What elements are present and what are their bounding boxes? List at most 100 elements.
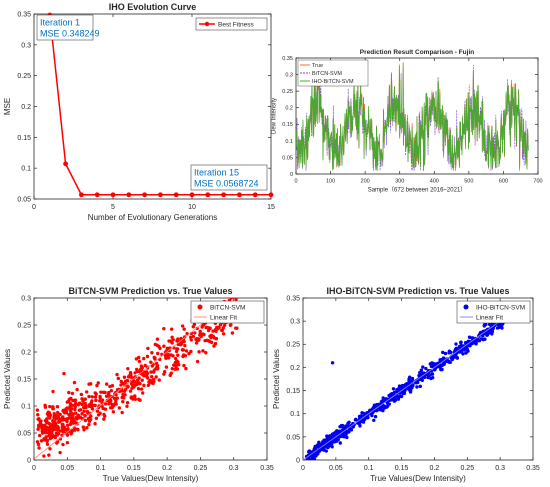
y-tick-label: 0.3: [285, 72, 293, 78]
scatter-point: [324, 449, 328, 453]
scatter-point: [402, 391, 407, 395]
scatter-point: [391, 397, 396, 401]
y-tick-label: 0.2: [21, 349, 31, 356]
best-fitness-point: [173, 192, 179, 198]
y-tick-label: 0.2: [285, 106, 293, 112]
scatter-point: [183, 343, 187, 348]
scatter-point: [36, 442, 41, 447]
scatter-point: [100, 398, 105, 402]
scatter-point: [48, 447, 52, 451]
chart-title: Prediction Result Comparison - Fujin: [360, 49, 475, 56]
scatter-points: [34, 293, 239, 460]
scatter-point: [132, 385, 136, 389]
scatter-point: [459, 340, 463, 345]
scatter-point: [136, 369, 140, 374]
scatter-point: [37, 446, 41, 450]
y-tick-label: 0.15: [17, 376, 31, 383]
scatter-point: [110, 405, 114, 410]
scatter-point: [115, 372, 119, 377]
scatter-point: [50, 433, 55, 438]
best-fitness-point: [268, 192, 274, 198]
scatter-point: [63, 427, 68, 431]
scatter-point: [73, 401, 78, 405]
scatter-point: [398, 394, 402, 399]
scatter-point: [191, 325, 196, 329]
scatter-point: [40, 429, 44, 433]
scatter-point: [150, 364, 155, 368]
scatter-points: [303, 311, 514, 460]
scatter-point: [44, 428, 48, 432]
scatter-point: [94, 398, 98, 403]
scatter-point: [345, 435, 349, 440]
y-tick-label: 0.15: [17, 135, 31, 142]
scatter-point: [234, 293, 237, 296]
scatter-point: [142, 383, 146, 388]
scatter-point: [193, 331, 197, 335]
chart-iho: 0 5 10 15 0.05 0.1 0.15 0.2 0.25 0.3 0.35 IHO Evolu…: [3, 2, 275, 222]
scatter-point: [199, 334, 203, 339]
scatter-point: [90, 395, 94, 399]
y-tick-label: 0.05: [282, 155, 293, 161]
scatter-point: [136, 387, 141, 391]
scatter-point: [381, 405, 385, 409]
scatter-point: [175, 347, 179, 351]
legend-marker: [204, 21, 210, 27]
y-tick-label: 0.15: [282, 122, 293, 128]
scatter-point: [55, 404, 60, 409]
scatter-point: [87, 419, 92, 423]
x-tick-label: 0: [294, 179, 297, 185]
scatter-point: [108, 399, 113, 404]
scatter-point: [429, 364, 434, 369]
scatter-point: [69, 396, 73, 401]
x-tick-label: 0.1: [364, 465, 374, 472]
y-tick-label: 0: [290, 172, 293, 178]
scatter-point: [170, 367, 174, 371]
scatter-point: [461, 352, 465, 356]
scatter-point: [155, 337, 160, 341]
datatip-mse: MSE 0.0568724: [194, 179, 259, 189]
scatter-point: [115, 396, 119, 400]
scatter-point: [168, 373, 172, 378]
y-tick-label: 0.15: [286, 388, 300, 395]
scatter-point: [314, 454, 318, 458]
best-fitness-point: [252, 192, 258, 198]
scatter-point: [432, 368, 437, 372]
scatter-point: [429, 376, 433, 381]
scatter-point: [103, 414, 107, 418]
scatter-point: [37, 433, 42, 438]
y-tick-label: 0.05: [17, 196, 31, 203]
scatter-point: [83, 413, 87, 418]
scatter-point: [77, 415, 82, 420]
scatter-point: [153, 356, 157, 360]
scatter-point: [182, 363, 186, 368]
scatter-point: [76, 428, 80, 432]
scatter-point: [95, 409, 100, 413]
scatter-point: [73, 407, 77, 412]
scatter-point: [396, 397, 401, 401]
x-tick-label: 5: [111, 204, 115, 211]
legend-label: Linear Fit: [210, 315, 237, 322]
legend-label: IHO-BiTCN-SVM: [476, 305, 525, 312]
scatter-point: [125, 401, 130, 405]
scatter-point: [181, 354, 185, 359]
scatter-point: [85, 410, 90, 414]
y-tick-label: 0.3: [21, 42, 31, 49]
scatter-point: [145, 374, 149, 379]
scatter-point: [45, 420, 49, 425]
datatip-iteration: Iteration 15: [194, 168, 239, 178]
x-tick-label: 0.35: [260, 465, 274, 472]
chart-title: BiTCN-SVM Prediction vs. True Values: [68, 286, 232, 296]
scatter-point: [61, 442, 65, 447]
linear-fit-line: [34, 313, 215, 460]
legend-label: Linear Fit: [476, 315, 503, 322]
scatter-point: [51, 418, 55, 423]
scatter-point: [103, 402, 108, 406]
scatter-point: [45, 417, 49, 421]
scatter-point: [391, 387, 396, 391]
scatter-point: [169, 327, 174, 331]
scatter-point: [51, 407, 55, 411]
scatter-point: [222, 323, 227, 327]
y-tick-label: 0.25: [17, 322, 31, 329]
y-tick-label: 0.3: [21, 295, 31, 302]
scatter-point: [56, 432, 61, 436]
